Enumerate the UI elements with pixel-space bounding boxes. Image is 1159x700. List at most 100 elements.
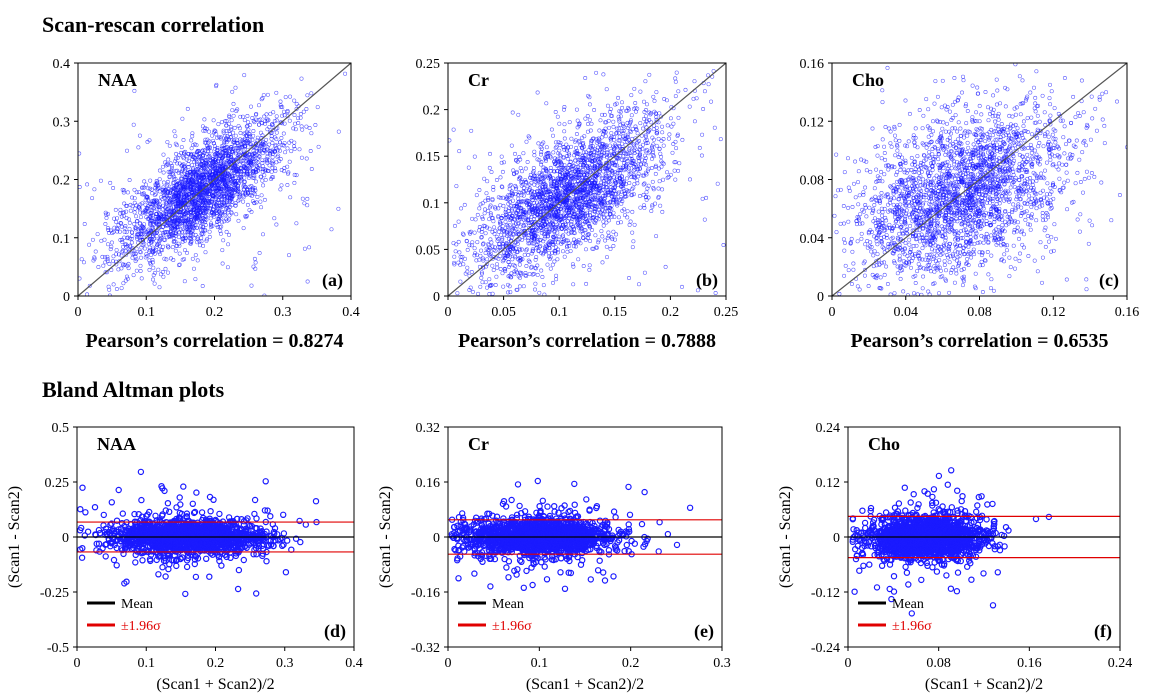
data-point (213, 182, 218, 187)
data-point (549, 221, 554, 225)
data-point (615, 145, 619, 150)
data-point (499, 160, 504, 165)
data-point (138, 215, 143, 220)
data-point (204, 143, 209, 148)
data-point (103, 222, 108, 226)
data-point (253, 117, 258, 122)
data-point (245, 123, 250, 128)
data-point (281, 131, 286, 136)
data-point (489, 170, 494, 174)
data-point (555, 257, 560, 262)
data-point (509, 216, 514, 220)
data-point (188, 232, 193, 237)
data-point (230, 161, 235, 166)
data-point (265, 154, 270, 159)
data-point (509, 228, 514, 233)
data-point (581, 231, 585, 236)
data-point (298, 112, 303, 116)
data-point (176, 235, 181, 240)
data-point (548, 165, 553, 170)
data-point (463, 256, 467, 261)
data-point (207, 229, 212, 234)
data-point (635, 131, 640, 136)
data-point (158, 252, 163, 257)
data-point (229, 166, 234, 171)
data-point (630, 209, 635, 214)
data-point (521, 193, 526, 198)
data-point (304, 156, 309, 161)
data-point (128, 243, 132, 248)
data-point (651, 150, 656, 155)
data-point (313, 123, 318, 127)
data-point (269, 136, 274, 141)
data-point (173, 159, 178, 164)
data-point (205, 137, 210, 142)
data-point (580, 235, 585, 240)
data-point (486, 248, 491, 252)
data-point (672, 168, 677, 173)
data-point (223, 133, 228, 138)
data-point (649, 166, 654, 170)
data-point (235, 191, 240, 196)
data-point (227, 232, 231, 237)
data-point (150, 227, 155, 232)
data-point (609, 188, 614, 193)
data-point (163, 204, 168, 209)
data-point (588, 213, 592, 218)
data-point (138, 263, 143, 268)
data-point (152, 193, 157, 197)
data-point (129, 236, 134, 241)
data-point (171, 172, 176, 177)
data-point (255, 138, 260, 143)
data-point (608, 181, 613, 186)
data-point (603, 176, 608, 181)
data-point (627, 121, 632, 126)
data-point (214, 200, 219, 205)
data-point (602, 112, 607, 117)
data-point (643, 149, 648, 154)
data-point (316, 144, 321, 149)
data-point (102, 237, 107, 242)
data-point (613, 237, 617, 242)
data-point (164, 211, 169, 216)
data-point (207, 234, 212, 239)
data-point (510, 257, 515, 262)
data-point (479, 271, 484, 276)
data-point (225, 159, 229, 164)
data-point (508, 250, 513, 255)
data-point (612, 197, 617, 202)
data-point (563, 223, 568, 227)
data-point (583, 237, 588, 242)
data-point (203, 250, 208, 255)
data-point (215, 147, 220, 152)
data-point (594, 213, 599, 218)
data-point (573, 169, 578, 174)
data-point (612, 214, 617, 219)
data-point (169, 168, 174, 173)
data-point (175, 181, 180, 186)
data-point (601, 169, 606, 174)
data-point (660, 130, 665, 135)
data-point (220, 150, 225, 154)
data-point (206, 149, 211, 154)
data-point (548, 154, 553, 159)
data-point (532, 149, 537, 154)
data-point (499, 154, 504, 159)
data-point (308, 149, 313, 153)
data-point (242, 46, 245, 49)
data-point (263, 121, 268, 126)
data-point (138, 210, 143, 215)
data-point (485, 285, 489, 290)
data-point (125, 235, 130, 240)
data-point (204, 238, 209, 243)
data-point (676, 89, 681, 94)
data-point (219, 156, 224, 161)
data-point (149, 205, 154, 210)
data-point (605, 147, 610, 152)
data-point (160, 270, 165, 274)
data-point (154, 191, 158, 196)
data-point (201, 197, 206, 202)
data-point (287, 159, 292, 164)
data-point (627, 181, 632, 185)
data-point (627, 147, 632, 152)
